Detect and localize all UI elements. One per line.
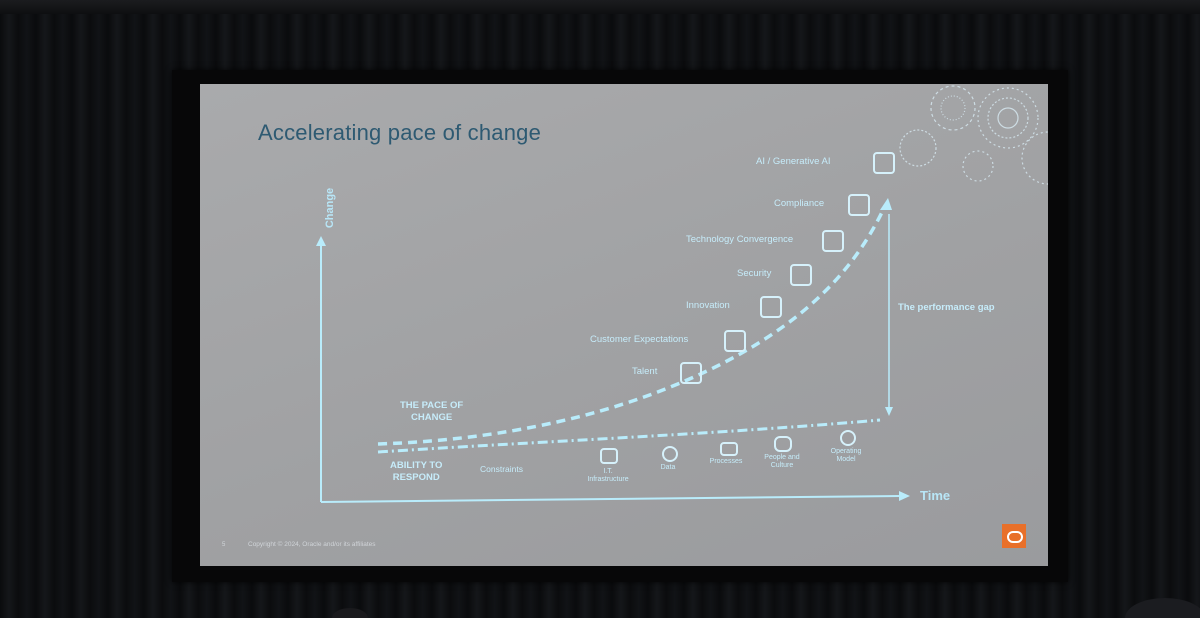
page-number: 5 xyxy=(222,542,226,548)
people-icon xyxy=(724,330,746,352)
y-axis-arrow xyxy=(316,236,326,246)
performance-gap-arrow xyxy=(885,407,893,416)
pace-of-change-curve xyxy=(377,205,887,446)
chart-canvas xyxy=(316,198,910,503)
milestone-label: AI / Generative AI xyxy=(756,156,831,167)
constraint-item: I.T. Infrastructure xyxy=(587,468,629,483)
lightbulb-icon xyxy=(760,296,782,318)
oracle-logo xyxy=(1002,524,1026,548)
constraint-item: People and Culture xyxy=(764,454,800,469)
people-icon xyxy=(774,436,792,452)
performance-gap-label: The performance gap xyxy=(898,302,995,313)
constraint-item: Data xyxy=(660,464,676,471)
lock-icon xyxy=(790,264,812,286)
constraint-item: Processes xyxy=(709,458,743,465)
milestone-label: Customer Expectations xyxy=(590,334,689,345)
milestone-label: Security xyxy=(737,268,772,279)
slide-title: Accelerating pace of change xyxy=(258,120,542,145)
lightbulb-icon xyxy=(873,152,895,174)
ability-to-respond-line xyxy=(377,418,881,454)
milestone-label: Technology Convergence xyxy=(686,234,794,245)
document-icon xyxy=(848,194,870,216)
presentation-slide: Accelerating pace of change Change Time xyxy=(200,84,1048,566)
x-axis-line xyxy=(320,495,901,503)
x-axis-label: Time xyxy=(920,488,951,503)
server-icon xyxy=(600,448,618,464)
decorative-pattern xyxy=(899,85,1048,185)
data-icon xyxy=(662,446,678,462)
target-icon xyxy=(840,430,856,446)
pace-of-change-label: THE PACE OF CHANGE xyxy=(400,400,464,423)
person-icon xyxy=(680,362,702,384)
constraints-label: Constraints xyxy=(480,464,523,474)
pace-arrow xyxy=(880,198,892,210)
ability-to-respond-label: ABILITY TO RESPOND xyxy=(390,460,443,483)
process-icon xyxy=(720,442,738,456)
milestone-label: Innovation xyxy=(686,300,730,311)
ceiling-strip xyxy=(0,0,1200,14)
copyright-text: Copyright © 2024, Oracle and/or its affi… xyxy=(248,541,376,548)
milestone-label: Compliance xyxy=(774,198,825,209)
devices-icon xyxy=(822,230,844,252)
milestone-label: Talent xyxy=(632,366,658,377)
constraint-item: Operating Model xyxy=(830,448,862,463)
logo-mark xyxy=(1007,531,1023,543)
x-axis-arrow xyxy=(899,491,910,501)
